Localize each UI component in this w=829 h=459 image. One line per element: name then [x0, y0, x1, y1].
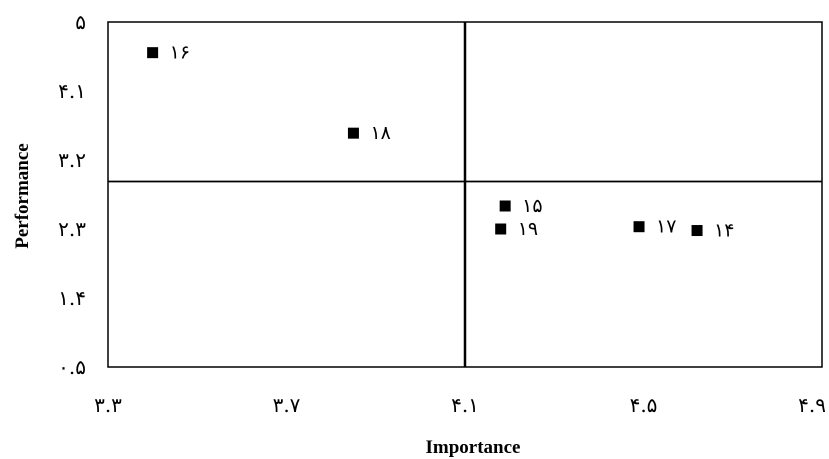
- data-point-marker: [495, 223, 507, 235]
- data-point-marker: [691, 225, 703, 237]
- x-tick-label: ۳.۳: [94, 393, 122, 417]
- quadrant-lines: [108, 22, 822, 367]
- x-axis-ticks: ۳.۳ ۳.۷ ۴.۱ ۴.۵ ۴.۹: [94, 393, 826, 417]
- data-point-label: ۱۶: [170, 42, 190, 64]
- x-axis-title: Importance: [426, 437, 521, 458]
- y-tick-label: ۵: [75, 10, 86, 34]
- y-tick-label: ۳.۲: [58, 148, 86, 172]
- x-tick-label: ۴.۹: [798, 393, 826, 417]
- data-point-marker: [499, 200, 511, 212]
- y-tick-label: ۲.۳: [58, 217, 86, 241]
- x-tick-label: ۴.۵: [630, 393, 658, 417]
- data-point-marker: [347, 127, 359, 139]
- data-point-marker: [147, 47, 159, 59]
- y-tick-label: ۴.۱: [58, 79, 86, 103]
- x-tick-label: ۴.۱: [451, 393, 479, 417]
- data-point-marker: [633, 221, 645, 233]
- data-point-label: ۱۵: [522, 195, 542, 217]
- x-tick-label: ۳.۷: [273, 393, 301, 417]
- data-point-label: ۱۹: [518, 218, 538, 240]
- y-tick-label: ۰.۵: [58, 355, 86, 379]
- y-tick-label: ۱.۴: [58, 286, 86, 310]
- y-axis-ticks: ۰.۵ ۱.۴ ۲.۳ ۳.۲ ۴.۱ ۵: [58, 10, 86, 379]
- y-axis-title: Performance: [12, 143, 33, 249]
- data-point-label: ۱۷: [656, 216, 676, 238]
- data-point-label: ۱۴: [714, 220, 734, 242]
- data-point-label: ۱۸: [370, 122, 390, 144]
